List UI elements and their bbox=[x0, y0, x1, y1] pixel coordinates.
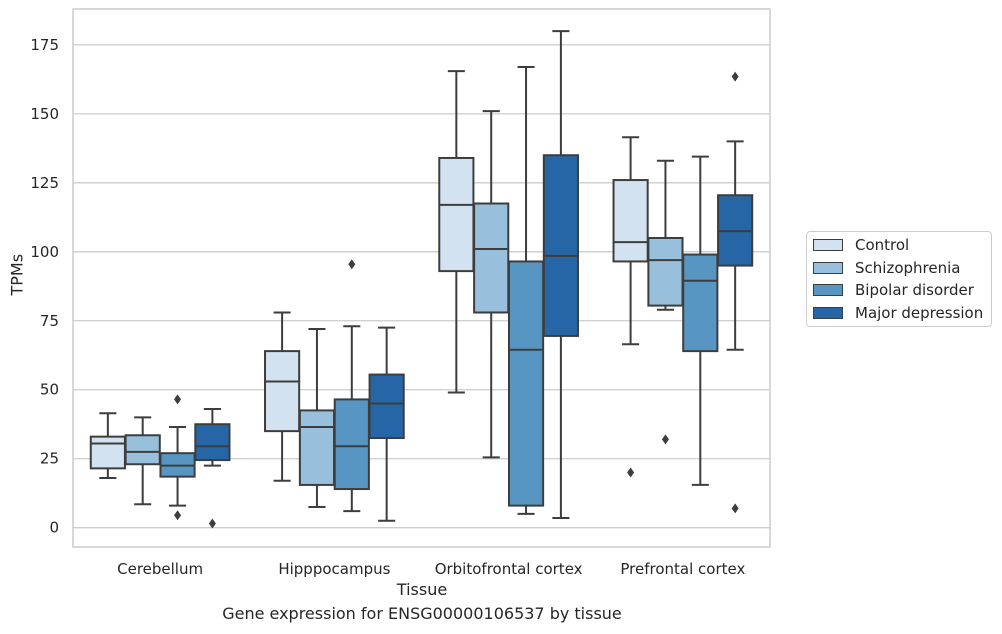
box-prefrontal-cortex-major-depression-outlier-0 bbox=[731, 503, 739, 514]
box-prefrontal-cortex-major-depression-outlier-1 bbox=[731, 71, 739, 82]
y-tick-label-0: 0 bbox=[49, 519, 59, 537]
legend-label-control: Control bbox=[855, 236, 910, 254]
box-cerebellum-major-depression bbox=[194, 408, 231, 529]
legend-label-bipolar-disorder: Bipolar disorder bbox=[855, 281, 974, 299]
legend-swatch-major-depression bbox=[813, 307, 843, 319]
y-tick-label-25: 25 bbox=[40, 450, 59, 468]
y-tick-label-100: 100 bbox=[30, 243, 59, 261]
x-axis-ticks: Cerebellum Hipppocampus Orbitofrontal cort… bbox=[117, 560, 745, 578]
y-tick-label-50: 50 bbox=[40, 381, 59, 399]
box-orbitofrontal-cortex-control bbox=[438, 70, 475, 394]
box-orbitofrontal-cortex-major-depression bbox=[542, 30, 579, 520]
box-orbitofrontal-cortex-schizophrenia bbox=[473, 110, 510, 459]
box-cerebellum-major-depression-iqr bbox=[194, 423, 231, 462]
box-prefrontal-cortex-control bbox=[612, 136, 649, 478]
y-tick-label-150: 150 bbox=[30, 105, 59, 123]
y-axis-ticks: 0 25 50 75 100 125 150 175 bbox=[30, 36, 59, 537]
box-cerebellum-schizophrenia bbox=[124, 416, 161, 506]
box-hipppocampus-bipolar-disorder-iqr bbox=[333, 398, 370, 491]
box-hipppocampus-major-depression-iqr bbox=[368, 373, 405, 440]
box-orbitofrontal-cortex-control-iqr bbox=[438, 156, 475, 273]
box-prefrontal-cortex-schizophrenia-outlier-0 bbox=[661, 434, 669, 445]
box-cerebellum-schizophrenia-iqr bbox=[124, 434, 161, 466]
box-prefrontal-cortex-schizophrenia-iqr bbox=[647, 236, 684, 307]
box-prefrontal-cortex-control-outlier-0 bbox=[627, 467, 635, 478]
box-orbitofrontal-cortex-bipolar-disorder bbox=[507, 65, 545, 515]
legend-label-schizophrenia: Schizophrenia bbox=[855, 259, 961, 277]
legend-label-major-depression: Major depression bbox=[855, 304, 984, 322]
box-groups bbox=[89, 30, 754, 529]
box-cerebellum-bipolar-disorder-outlier-1 bbox=[174, 394, 182, 405]
y-axis-title: TPMs bbox=[7, 253, 27, 296]
box-cerebellum-major-depression-outlier-0 bbox=[208, 518, 216, 529]
box-prefrontal-cortex-schizophrenia bbox=[647, 159, 684, 445]
legend-item-bipolar-disorder: Bipolar disorder bbox=[813, 280, 974, 300]
x-axis-title: Tissue bbox=[396, 580, 448, 599]
box-orbitofrontal-cortex-bipolar-disorder-iqr bbox=[507, 260, 545, 507]
legend-swatch-control bbox=[813, 239, 843, 251]
y-tick-label-125: 125 bbox=[30, 174, 59, 192]
box-cerebellum-bipolar-disorder bbox=[159, 394, 196, 521]
x-tick-label-hipppocampus: Hipppocampus bbox=[278, 560, 390, 578]
legend-swatch-schizophrenia bbox=[813, 262, 843, 274]
box-prefrontal-cortex-control-iqr bbox=[612, 179, 649, 263]
box-cerebellum-control bbox=[89, 412, 126, 480]
y-tick-label-175: 175 bbox=[30, 36, 59, 54]
box-orbitofrontal-cortex-schizophrenia-iqr bbox=[473, 202, 510, 314]
y-tick-label-75: 75 bbox=[40, 312, 59, 330]
box-prefrontal-cortex-bipolar-disorder bbox=[682, 155, 719, 486]
box-prefrontal-cortex-major-depression bbox=[717, 71, 754, 514]
x-tick-label-orbitofrontal-cortex: Orbitofrontal cortex bbox=[435, 560, 583, 578]
box-hipppocampus-major-depression bbox=[368, 326, 405, 522]
box-cerebellum-control-iqr bbox=[89, 435, 126, 470]
x-tick-label-cerebellum: Cerebellum bbox=[117, 560, 203, 578]
box-hipppocampus-bipolar-disorder-outlier-0 bbox=[348, 259, 356, 270]
legend: Control Schizophrenia Bipolar disorder M… bbox=[806, 231, 992, 327]
box-prefrontal-cortex-bipolar-disorder-iqr bbox=[682, 253, 719, 353]
legend-swatch-bipolar-disorder bbox=[813, 284, 843, 296]
box-cerebellum-bipolar-disorder-outlier-0 bbox=[174, 510, 182, 521]
x-tick-label-prefrontal-cortex: Prefrontal cortex bbox=[620, 560, 745, 578]
box-hipppocampus-control bbox=[264, 311, 301, 482]
box-hipppocampus-schizophrenia-iqr bbox=[298, 409, 336, 486]
box-hipppocampus-bipolar-disorder bbox=[333, 259, 370, 513]
legend-item-schizophrenia: Schizophrenia bbox=[813, 258, 960, 278]
legend-item-control: Control bbox=[813, 235, 909, 255]
box-orbitofrontal-cortex-major-depression-iqr bbox=[542, 154, 579, 337]
chart-caption: Gene expression for ENSG00000106537 by t… bbox=[222, 604, 622, 623]
box-hipppocampus-control-iqr bbox=[264, 350, 301, 433]
legend-item-major-depression: Major depression bbox=[813, 303, 983, 323]
